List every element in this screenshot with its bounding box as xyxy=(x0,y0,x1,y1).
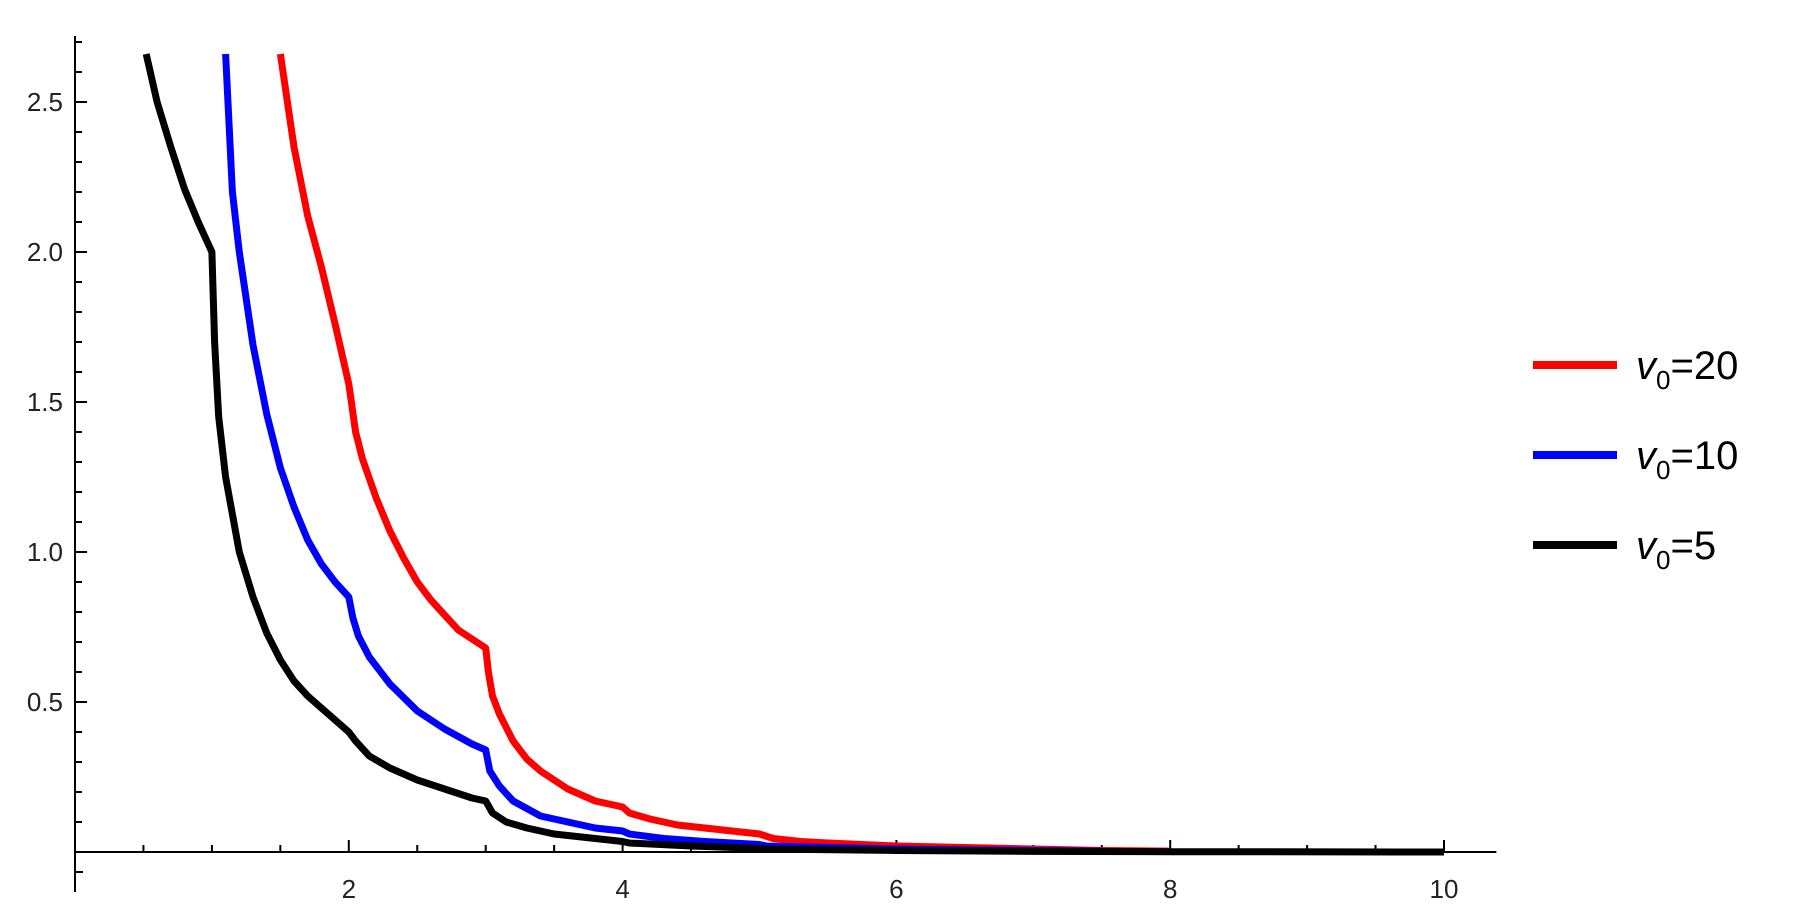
series-line-3 xyxy=(142,53,1445,856)
x-tick-label: 10 xyxy=(1430,874,1459,904)
y-tick-label: 1.5 xyxy=(27,387,63,417)
x-tick-label: 8 xyxy=(1163,874,1177,904)
legend-label: v0=10 xyxy=(1636,434,1738,485)
y-tick-label: 0.5 xyxy=(27,687,63,717)
axes: 2 4 6 8 10 0.5 1.0 1.5 2.0 2.5 xyxy=(27,36,1497,904)
y-tick-label: 2.0 xyxy=(27,237,63,267)
x-tick-label: 2 xyxy=(342,874,356,904)
legend: v0=20 v0=10 v0=5 xyxy=(1533,344,1738,575)
legend-label: v0=20 xyxy=(1636,344,1738,395)
series-line-1 xyxy=(276,53,1171,855)
y-tick-label: 2.5 xyxy=(27,87,63,117)
series-line-2 xyxy=(222,53,1102,855)
series-lines xyxy=(142,53,1445,856)
legend-label: v0=5 xyxy=(1636,524,1716,575)
y-tick-label: 1.0 xyxy=(27,537,63,567)
x-tick-label: 6 xyxy=(889,874,903,904)
x-tick-label: 4 xyxy=(615,874,629,904)
